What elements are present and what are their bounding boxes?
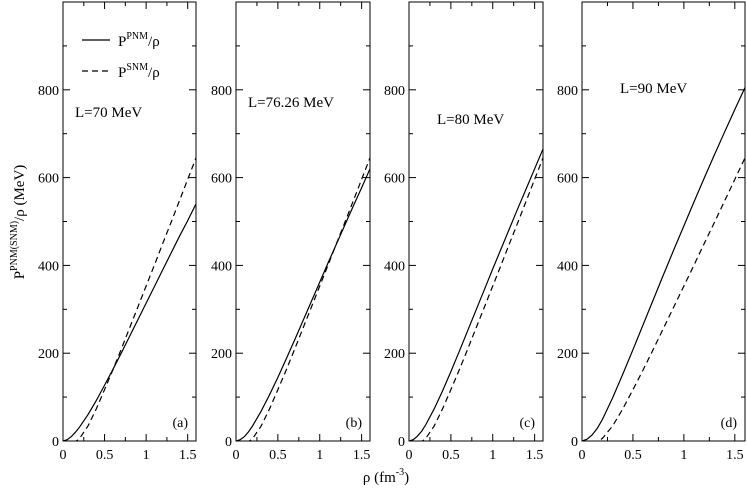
y-tick-label: 200	[38, 347, 59, 362]
plot-frame	[408, 1, 544, 442]
series-pnm-line	[582, 87, 745, 441]
panel-label: (a)	[172, 416, 188, 431]
legend-pnm-label: PPNM/ρ	[118, 31, 160, 50]
y-tick-label: 200	[557, 347, 578, 362]
series-pnm-line	[409, 148, 543, 441]
plot-frame	[581, 1, 746, 442]
x-tick-label: 1.5	[179, 448, 197, 463]
panel-label: (b)	[346, 416, 363, 431]
y-tick-label: 800	[557, 84, 578, 99]
y-tick-label: 600	[557, 172, 578, 187]
x-tick-label: 1	[489, 448, 496, 463]
x-tick-label: 1.5	[526, 448, 544, 463]
y-tick-label: 800	[211, 84, 232, 99]
series-snm-line	[63, 157, 196, 441]
legend: PPNM/ρ PSNM/ρ	[82, 31, 160, 81]
series-snm-line	[409, 157, 543, 441]
x-tick-label: 0.5	[442, 448, 460, 463]
y-tick-label: 400	[38, 259, 59, 274]
panel-a: 0 200 400 600 800 0 0.5 1 1.5 L=70 MeV (a)	[38, 1, 197, 463]
y-tick-label: 800	[384, 84, 405, 99]
series-snm-line	[582, 157, 745, 441]
panel-b: 0 200 400 600 800 0 0.5 1 1.5 L=76.26 MeV (b)	[211, 1, 371, 463]
series-pnm-line	[63, 203, 196, 441]
y-tick-label: 600	[211, 172, 232, 187]
x-tick-label: 0.5	[96, 448, 114, 463]
x-axis-title: ρ (fm-3)	[363, 467, 409, 486]
y-tick-label: 400	[557, 259, 578, 274]
panel-annotation: L=80 MeV	[437, 112, 504, 128]
y-tick-label: 200	[211, 347, 232, 362]
y-axis-title: PPNM(SNM)/ρ (MeV)	[9, 165, 28, 280]
x-tick-label: 0	[233, 448, 240, 463]
y-tick-label: 0	[52, 435, 59, 450]
y-tick-label: 600	[38, 172, 59, 187]
y-tick-label: 400	[384, 259, 405, 274]
x-tick-label: 0	[579, 448, 586, 463]
series-snm-line	[236, 157, 370, 441]
y-tick-label: 0	[225, 435, 232, 450]
panel-annotation: L=76.26 MeV	[248, 95, 334, 111]
y-tick-label: 800	[38, 84, 59, 99]
plot-frame	[235, 1, 371, 442]
y-tick-label: 0	[398, 435, 405, 450]
x-tick-label: 1	[143, 448, 150, 463]
panel-annotation: L=90 MeV	[620, 81, 687, 97]
panel-label: (d)	[721, 416, 738, 431]
x-tick-label: 0	[406, 448, 413, 463]
panel-d: 0 200 400 600 800 0 0.5 1 1.5 L=90 MeV (d)	[557, 1, 746, 463]
panel-c: 0 200 400 600 800 0 0.5 1 1.5 L=80 MeV (c)	[384, 1, 544, 463]
x-tick-label: 1	[680, 448, 687, 463]
x-tick-label: 1	[316, 448, 323, 463]
x-tick-label: 0.5	[624, 448, 642, 463]
y-tick-label: 400	[211, 259, 232, 274]
y-tick-label: 0	[571, 435, 578, 450]
legend-snm-label: PSNM/ρ	[118, 62, 160, 81]
x-tick-label: 1.5	[353, 448, 371, 463]
panel-annotation: L=70 MeV	[75, 105, 142, 121]
x-tick-label: 1.5	[726, 448, 744, 463]
series-pnm-line	[236, 168, 370, 441]
x-tick-label: 0.5	[269, 448, 287, 463]
y-tick-label: 600	[384, 172, 405, 187]
y-tick-label: 200	[384, 347, 405, 362]
x-tick-label: 0	[60, 448, 67, 463]
panel-label: (c)	[519, 416, 535, 431]
